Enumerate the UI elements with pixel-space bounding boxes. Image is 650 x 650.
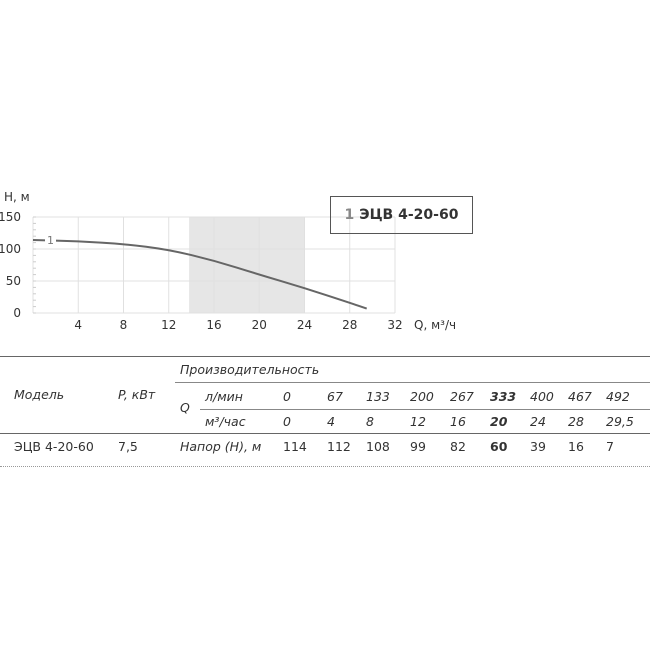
q-mid-rule (200, 409, 650, 410)
x-tick-label: 16 (206, 318, 221, 332)
x-tick-label: 12 (161, 318, 176, 332)
m3-cell: 8 (366, 414, 374, 429)
head-cell: 60 (490, 439, 508, 454)
pump-curve (32, 239, 368, 310)
lmin-cell: 467 (568, 389, 592, 404)
lmin-cell: 0 (283, 389, 291, 404)
lmin-label: л/мин (205, 389, 243, 404)
head-cell: 114 (283, 439, 307, 454)
legend-number: 1 (344, 207, 355, 223)
m3-cell: 29,5 (606, 414, 634, 429)
head-cell: 108 (366, 439, 390, 454)
legend-text: ЭЦВ 4-20-60 (359, 207, 459, 223)
head-cell: 99 (410, 439, 426, 454)
x-tick-label: 8 (120, 318, 128, 332)
curve-label: 1 (47, 234, 54, 247)
m3-cell: 28 (568, 414, 584, 429)
lmin-cell: 267 (450, 389, 474, 404)
y-tick-label: 50 (6, 274, 21, 288)
table-top-rule (0, 356, 650, 357)
y-tick-label: 100 (0, 242, 21, 256)
x-tick-label: 4 (74, 318, 82, 332)
operating-range (189, 217, 305, 313)
x-axis-label: Q, м³/ч (414, 318, 456, 332)
pump-curve-chart: 4 8 12 16 20 24 28 32 0 50 100 150 H, м Q, м³/ч 1 (0, 190, 456, 332)
m3-cell: 24 (530, 414, 546, 429)
q-label: Q (180, 400, 190, 415)
y-tick-label: 0 (13, 306, 21, 320)
x-tick-label: 20 (252, 318, 267, 332)
head-cell: 16 (568, 439, 584, 454)
x-tick-label: 28 (342, 318, 357, 332)
head-cell: 82 (450, 439, 466, 454)
head-cell: 39 (530, 439, 546, 454)
lmin-cell: 400 (530, 389, 554, 404)
lmin-cell: 333 (490, 389, 517, 404)
x-tick-label: 32 (387, 318, 402, 332)
head-label: Напор (H), м (180, 439, 262, 454)
lmin-cell: 492 (606, 389, 630, 404)
lmin-cell: 67 (327, 389, 343, 404)
head-cell: 7 (606, 439, 614, 454)
m3-cell: 0 (283, 414, 291, 429)
perf-header: Производительность (180, 362, 320, 377)
lmin-cell: 200 (410, 389, 434, 404)
head-cell: 112 (327, 439, 351, 454)
y-axis-label: H, м (4, 190, 30, 204)
y-tick-label: 150 (0, 210, 21, 224)
m3-cell: 4 (327, 414, 335, 429)
model-header: Модель (14, 387, 65, 402)
lmin-cell: 133 (366, 389, 390, 404)
model-value: ЭЦВ 4-20-60 (14, 439, 94, 454)
m3-cell: 20 (490, 414, 508, 429)
curve-label-bg (45, 233, 56, 246)
power-header: P, кВт (118, 387, 156, 402)
perf-rule (175, 382, 650, 383)
chart-legend: 1 ЭЦВ 4-20-60 (330, 196, 473, 234)
header-bottom-rule (0, 433, 650, 434)
m3-cell: 16 (450, 414, 466, 429)
row-bottom-rule (0, 466, 650, 467)
m3-cell: 12 (410, 414, 426, 429)
m3-label: м³/час (205, 414, 246, 429)
x-tick-label: 24 (297, 318, 312, 332)
power-value: 7,5 (118, 439, 138, 454)
